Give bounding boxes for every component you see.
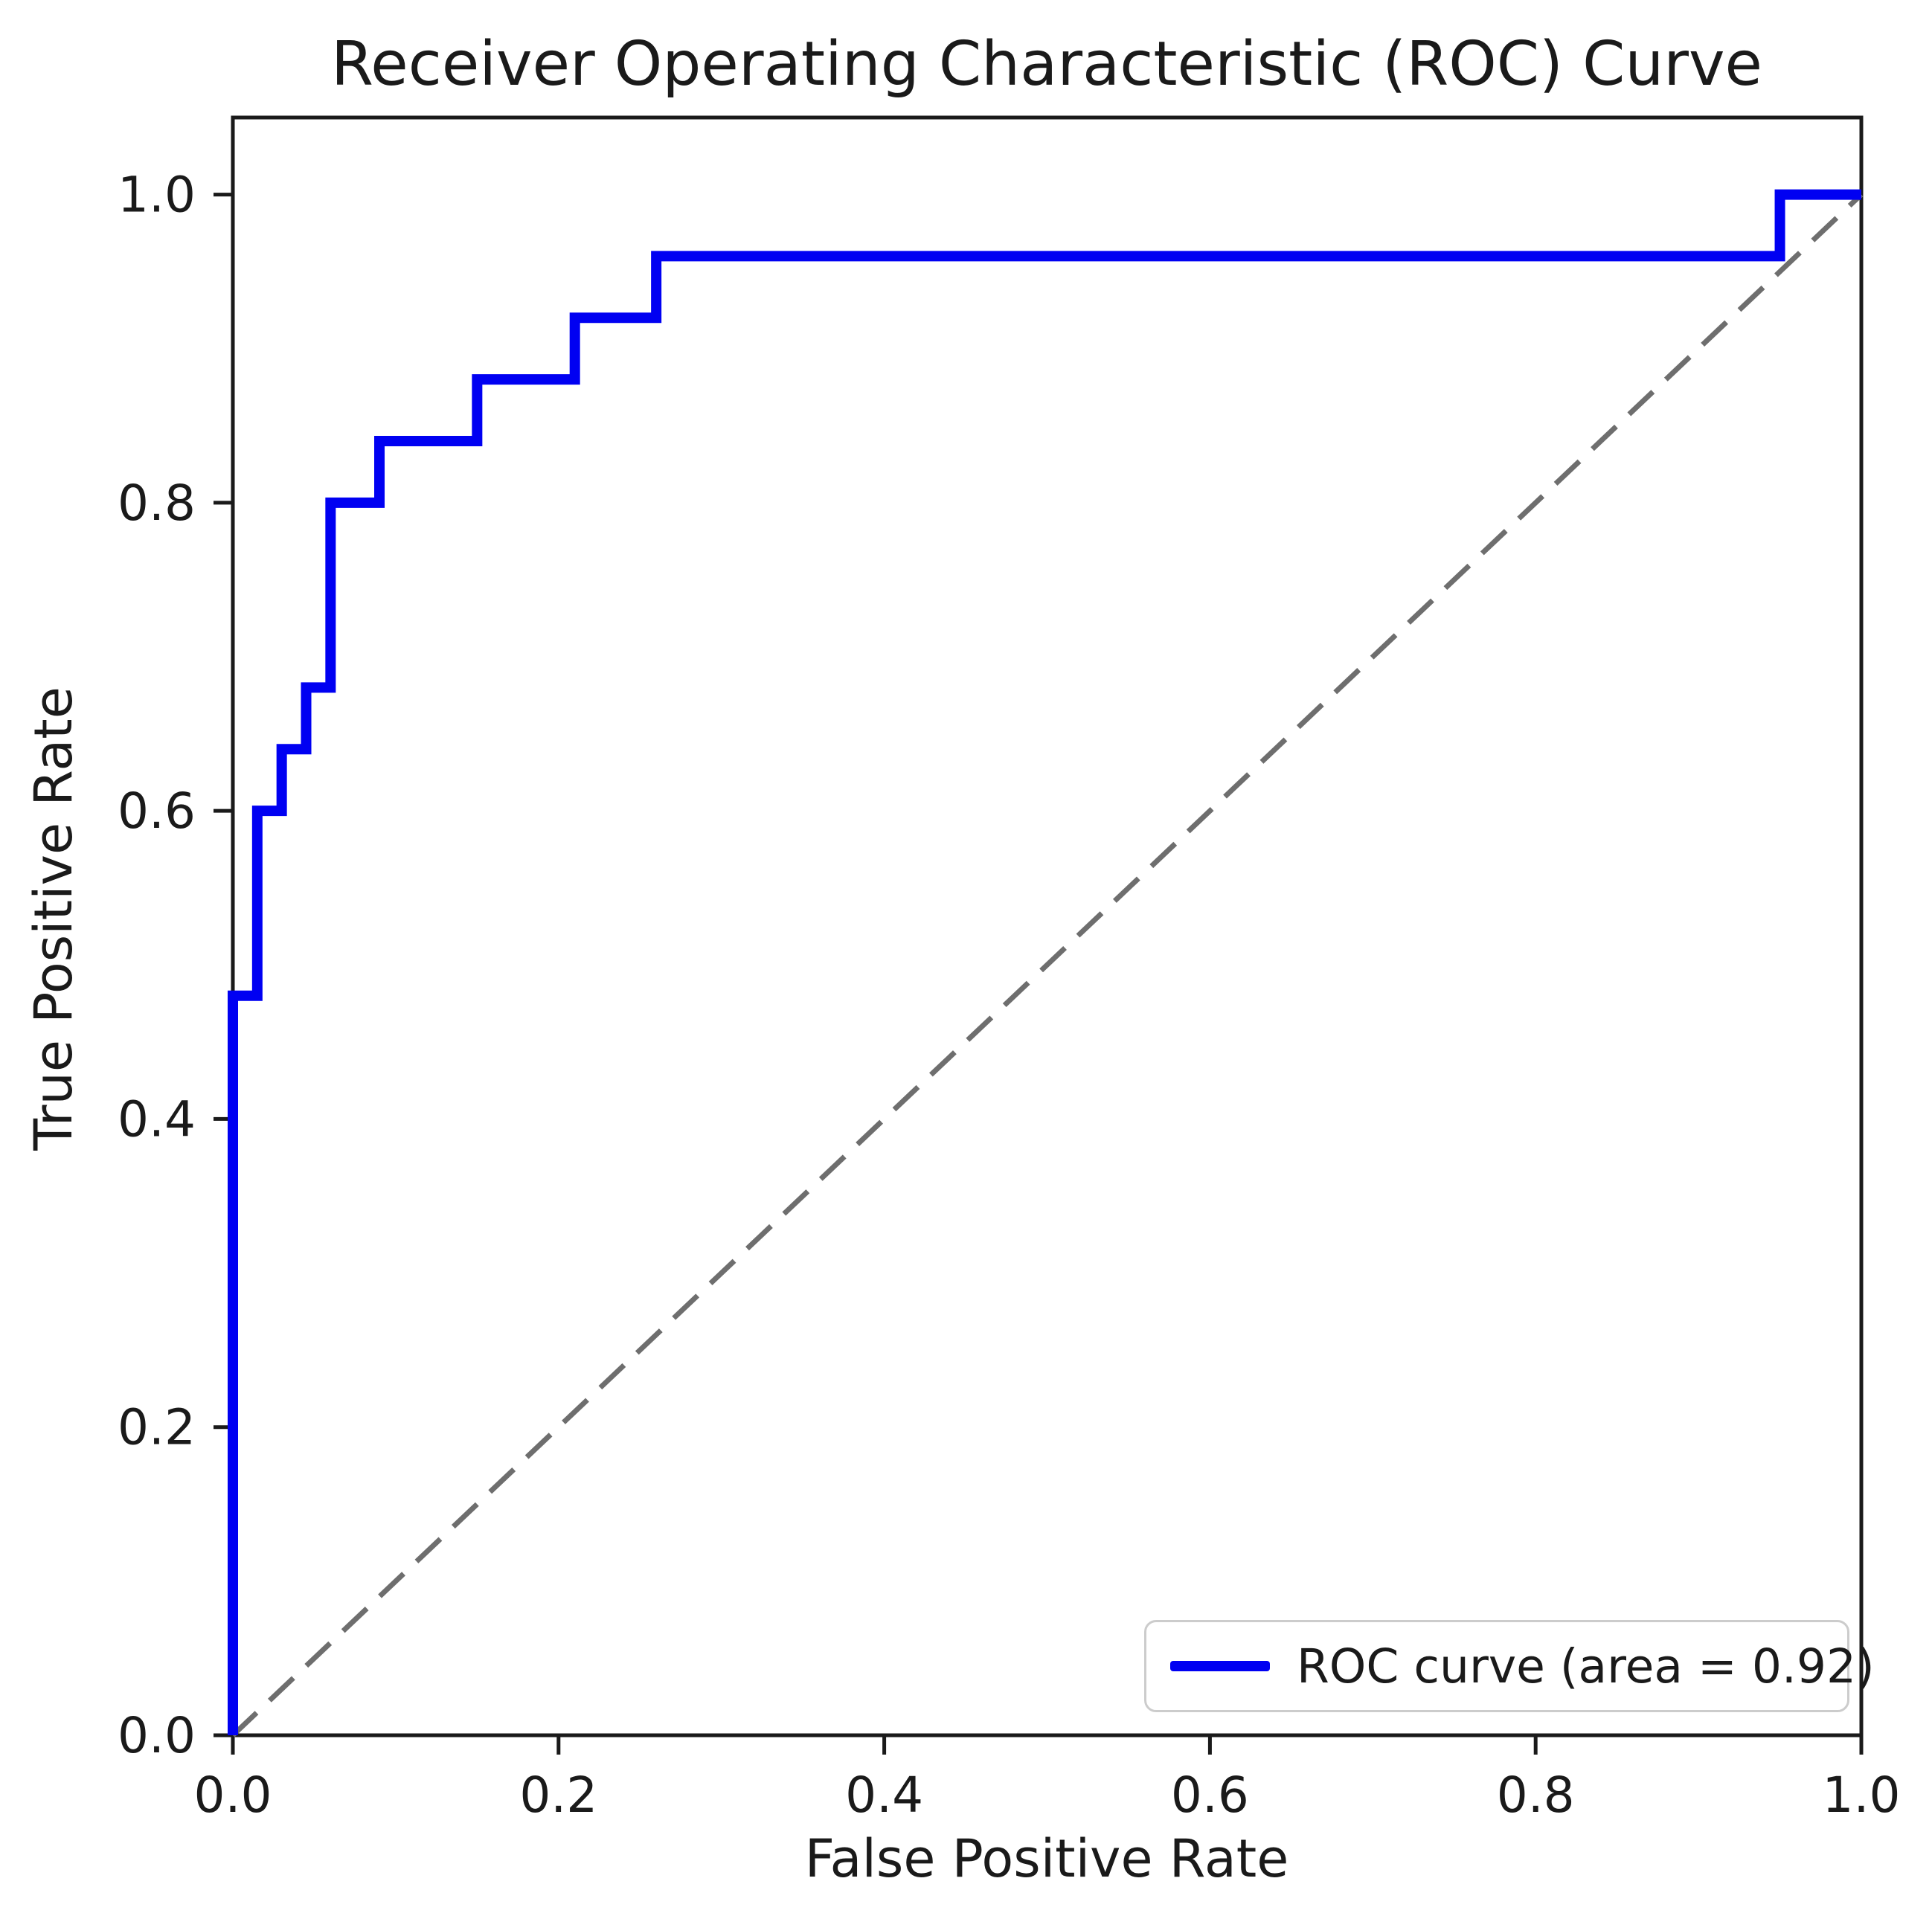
x-tick-label: 0.4 — [845, 1766, 923, 1824]
roc-curve-legend-swatch-icon — [1170, 1661, 1270, 1671]
y-tick-label: 0.4 — [118, 1090, 196, 1148]
x-tick-label: 0.0 — [194, 1766, 272, 1824]
legend: ROC curve (area = 0.92) — [1144, 1620, 1875, 1712]
y-tick-label: 0.2 — [118, 1399, 196, 1456]
y-tick-label: 0.8 — [118, 475, 196, 532]
axes-spines — [231, 115, 1864, 1737]
legend-label: ROC curve (area = 0.92) — [1297, 1639, 1875, 1694]
y-tick-label: 1.0 — [118, 167, 196, 224]
x-tick-label: 0.8 — [1497, 1766, 1575, 1824]
chart-title: Receiver Operating Characteristic (ROC) … — [331, 29, 1762, 100]
x-tick-label: 0.2 — [519, 1766, 597, 1824]
x-axis-label: False Positive Rate — [804, 1828, 1289, 1889]
chance-diagonal-line — [231, 193, 1864, 1737]
y-tick-label: 0.0 — [118, 1707, 196, 1764]
roc-curve-line — [228, 189, 1861, 1735]
x-tick-label: 0.6 — [1171, 1766, 1249, 1824]
x-tick-label: 1.0 — [1823, 1766, 1901, 1824]
y-tick-label: 0.6 — [118, 782, 196, 840]
